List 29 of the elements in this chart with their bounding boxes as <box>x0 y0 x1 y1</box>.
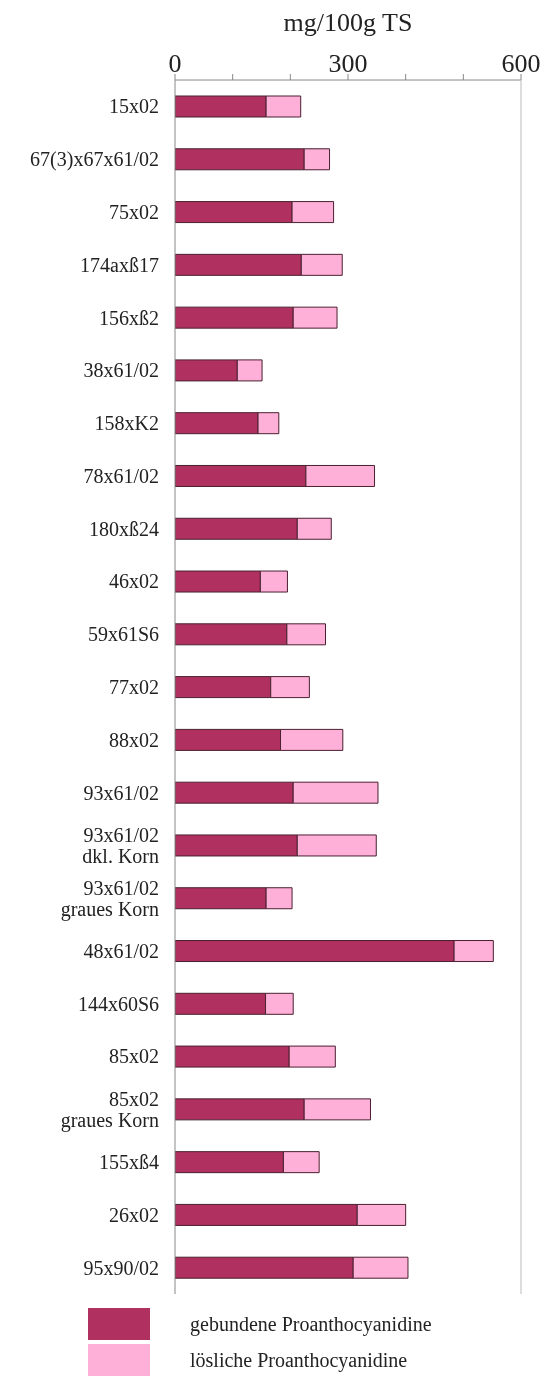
x-tick-label: 0 <box>168 49 182 78</box>
y-tick-label: 75x02 <box>109 200 159 223</box>
y-tick-label: 46x02 <box>109 570 159 593</box>
y-tick-label: 85x02 <box>109 1045 159 1068</box>
y-tick-label: 38x61/02 <box>83 359 159 382</box>
y-tick-label: 174axß17 <box>80 253 159 276</box>
y-tick-label: 59x61S6 <box>87 623 159 646</box>
y-tick-label: 95x90/02 <box>83 1256 159 1279</box>
y-tick-label: 93x61/02 graues Korn <box>60 876 159 921</box>
legend-label: lösliche Proanthocyanidine <box>190 1348 408 1372</box>
y-tick-label: 144x60S6 <box>77 992 159 1015</box>
legend-label: gebundene Proanthocyanidine <box>190 1312 432 1336</box>
x-tick-label: 300 <box>328 49 368 78</box>
x-axis-title: mg/100g TS <box>282 8 414 38</box>
y-tick-label: 88x02 <box>109 728 159 751</box>
y-tick-label: 78x61/02 <box>83 464 159 487</box>
y-tick-label: 156xß2 <box>99 306 159 329</box>
y-tick-label: 67(3)x67x61/02 <box>30 148 159 172</box>
y-tick-label: 93x61/02 dkl. Korn <box>82 823 159 867</box>
y-tick-label: 155xß4 <box>99 1151 159 1174</box>
x-tick-label: 600 <box>501 49 541 78</box>
y-tick-label: 26x02 <box>109 1203 159 1226</box>
y-tick-label: 15x02 <box>109 95 159 118</box>
y-tick-label: 85x02 graues Korn <box>60 1087 159 1132</box>
y-tick-label: 48x61/02 <box>83 939 159 962</box>
y-tick-label: 158xK2 <box>94 412 159 435</box>
y-tick-label: 93x61/02 <box>83 781 159 804</box>
y-tick-label: 180xß24 <box>89 517 159 540</box>
y-tick-label: 77x02 <box>109 676 159 698</box>
